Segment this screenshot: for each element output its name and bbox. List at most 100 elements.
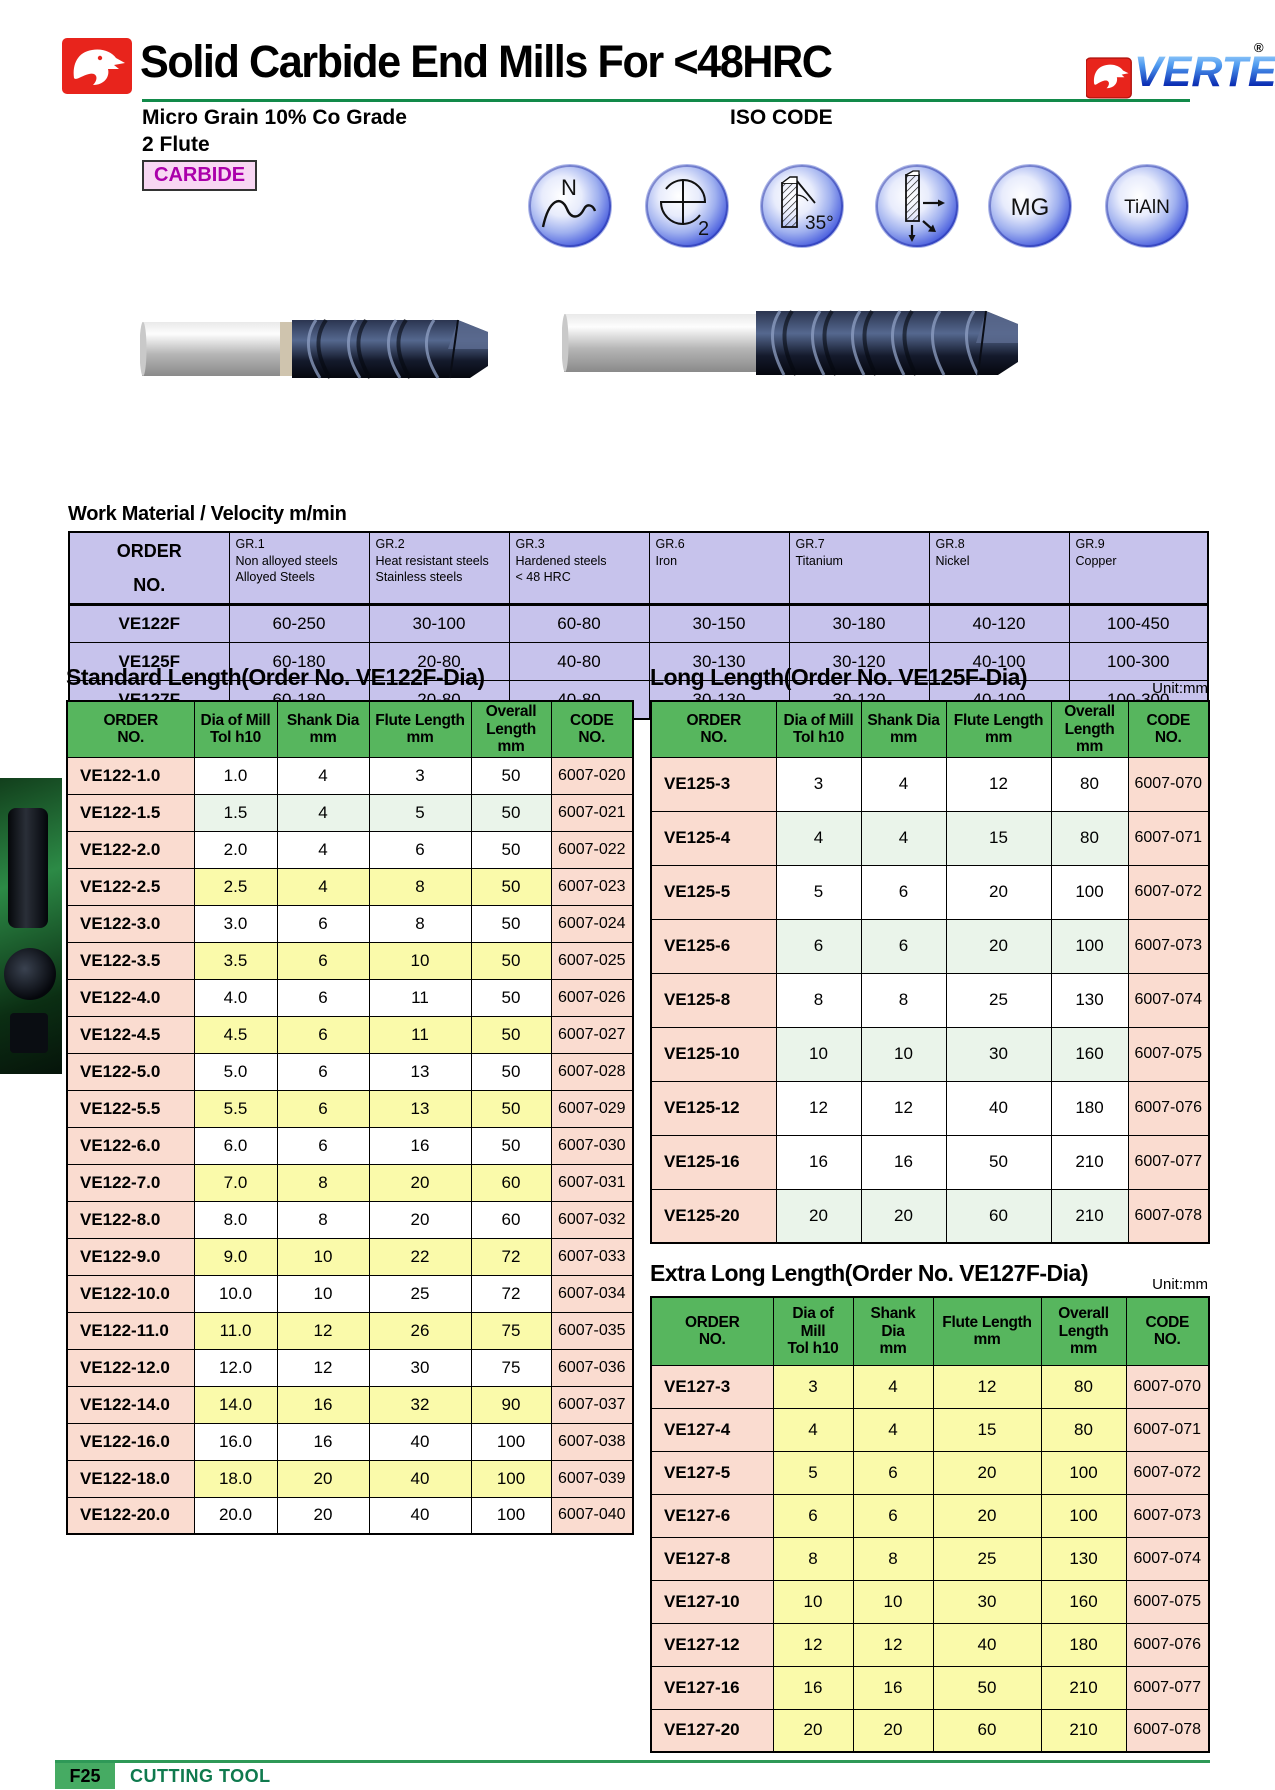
table-row: VE125-6 6 6 20 100 6007-073 — [650, 918, 1210, 974]
table-row: VE127-12 12 12 40 180 6007-076 — [650, 1622, 1210, 1667]
table-row: VE127-6 6 6 20 100 6007-073 — [650, 1493, 1210, 1538]
value-cell: 1.0 — [193, 756, 278, 795]
order-no-cell: VE122-3.0 — [66, 904, 195, 943]
value-cell: 40 — [945, 1080, 1052, 1136]
value-cell: 8 — [772, 1536, 854, 1581]
value-cell: 3.5 — [193, 941, 278, 980]
code-no-cell: 6007-076 — [1127, 1080, 1210, 1136]
value-cell: 50 — [470, 1089, 552, 1128]
code-no-cell: 6007-040 — [550, 1496, 634, 1535]
table-row: VE122-20.0 20.0 20 40 100 6007-040 — [66, 1496, 634, 1535]
material-group-header: GR.7 Titanium — [788, 531, 930, 606]
code-no-cell: 6007-025 — [550, 941, 634, 980]
extra-long-length-table: ORDER NO. Dia of Mill Tol h10 Shank Dia mm Flute… — [650, 1296, 1210, 1753]
order-no-cell: VE122-5.5 — [66, 1089, 195, 1128]
column-header: CODE NO. — [1125, 1296, 1210, 1366]
code-no-cell: 6007-032 — [550, 1200, 634, 1239]
code-no-cell: 6007-077 — [1125, 1665, 1210, 1710]
table-row: VE122-3.0 3.0 6 8 50 6007-024 — [66, 904, 634, 943]
value-cell: 130 — [1050, 972, 1129, 1028]
value-cell: 20 — [945, 864, 1052, 920]
value-cell: 4 — [276, 793, 370, 832]
velocity-cell: 60-80 — [508, 604, 650, 644]
value-cell: 12 — [945, 756, 1052, 812]
table-row: VE125-16 16 16 50 210 6007-077 — [650, 1134, 1210, 1190]
value-cell: 30 — [368, 1348, 472, 1387]
svg-text:35°: 35° — [805, 213, 834, 234]
header-row: ORDER NO. Dia of Mill Tol h10 Shank Dia mm Flu… — [650, 700, 1210, 758]
value-cell: 4 — [860, 810, 947, 866]
column-header: CODE NO. — [1127, 700, 1210, 758]
value-cell: 20 — [368, 1163, 472, 1202]
long-length-title: Long Length(Order No. VE125F-Dia) — [650, 664, 1028, 690]
vertex-eagle-logo — [62, 38, 132, 94]
value-cell: 5 — [775, 864, 862, 920]
value-cell: 6 — [852, 1450, 934, 1495]
title-underline — [142, 99, 1190, 102]
helix-angle-icon: 35° — [761, 165, 843, 247]
code-no-cell: 6007-075 — [1125, 1579, 1210, 1624]
table-row: VE125-10 10 10 30 160 6007-075 — [650, 1026, 1210, 1082]
column-header: CODE NO. — [550, 700, 634, 758]
value-cell: 12 — [852, 1622, 934, 1667]
order-no-cell: VE122-14.0 — [66, 1385, 195, 1424]
value-cell: 20 — [860, 1188, 947, 1244]
order-no-cell: VE125-6 — [650, 918, 777, 974]
table-row: VE122-12.0 12.0 12 30 75 6007-036 — [66, 1348, 634, 1387]
value-cell: 20 — [276, 1459, 370, 1498]
value-cell: 4 — [775, 810, 862, 866]
value-cell: 6 — [276, 904, 370, 943]
value-cell: 5.0 — [193, 1052, 278, 1091]
velocity-heading: Work Material / Velocity m/min — [68, 503, 347, 525]
value-cell: 100 — [1040, 1493, 1127, 1538]
value-cell: 16 — [775, 1134, 862, 1190]
order-no-cell: VE122-20.0 — [66, 1496, 195, 1535]
value-cell: 4 — [276, 756, 370, 795]
code-no-cell: 6007-076 — [1125, 1622, 1210, 1667]
value-cell: 26 — [368, 1311, 472, 1350]
value-cell: 180 — [1040, 1622, 1127, 1667]
order-no-cell: VE127-12 — [650, 1622, 774, 1667]
code-no-cell: 6007-077 — [1127, 1134, 1210, 1190]
value-cell: 20 — [932, 1493, 1042, 1538]
value-cell: 12 — [860, 1080, 947, 1136]
value-cell: 8 — [775, 972, 862, 1028]
value-cell: 11 — [368, 978, 472, 1017]
table-row: VE122-5.0 5.0 6 13 50 6007-028 — [66, 1052, 634, 1091]
material-group-header: GR.2 Heat resistant steels Stainless steel… — [368, 531, 510, 606]
order-no-cell: VE127-16 — [650, 1665, 774, 1710]
order-no-cell: VE125-20 — [650, 1188, 777, 1244]
value-cell: 1.5 — [193, 793, 278, 832]
velocity-cell: 40-120 — [928, 604, 1070, 644]
flute-subtitle: 2 Flute — [142, 133, 210, 156]
brand-logo: VERTEX — [1134, 48, 1275, 97]
table-row: VE122-2.5 2.5 4 8 50 6007-023 — [66, 867, 634, 906]
value-cell: 10 — [775, 1026, 862, 1082]
order-no-cell: VE125-5 — [650, 864, 777, 920]
order-no-cell: VE125-12 — [650, 1080, 777, 1136]
code-no-cell: 6007-030 — [550, 1126, 634, 1165]
table-row: VE127-16 16 16 50 210 6007-077 — [650, 1665, 1210, 1710]
value-cell: 5 — [772, 1450, 854, 1495]
value-cell: 80 — [1050, 756, 1129, 812]
value-cell: 6 — [276, 1089, 370, 1128]
code-no-cell: 6007-071 — [1127, 810, 1210, 866]
table-row: VE122-16.0 16.0 16 40 100 6007-038 — [66, 1422, 634, 1461]
standard-length-title: Standard Length(Order No. VE122F-Dia) — [66, 664, 485, 690]
order-no-header: ORDER NO. — [68, 531, 230, 606]
flute-count-icon: 2 — [646, 165, 728, 247]
value-cell: 100 — [1050, 864, 1129, 920]
value-cell: 160 — [1040, 1579, 1127, 1624]
value-cell: 10 — [860, 1026, 947, 1082]
code-no-cell: 6007-021 — [550, 793, 634, 832]
code-no-cell: 6007-028 — [550, 1052, 634, 1091]
value-cell: 16.0 — [193, 1422, 278, 1461]
order-no-cell: VE122-6.0 — [66, 1126, 195, 1165]
micro-grain-icon: MG — [989, 165, 1071, 247]
value-cell: 22 — [368, 1237, 472, 1276]
value-cell: 50 — [470, 1126, 552, 1165]
code-no-cell: 6007-022 — [550, 830, 634, 869]
order-no-cell: VE127-8 — [650, 1536, 774, 1581]
value-cell: 14.0 — [193, 1385, 278, 1424]
value-cell: 50 — [470, 1015, 552, 1054]
